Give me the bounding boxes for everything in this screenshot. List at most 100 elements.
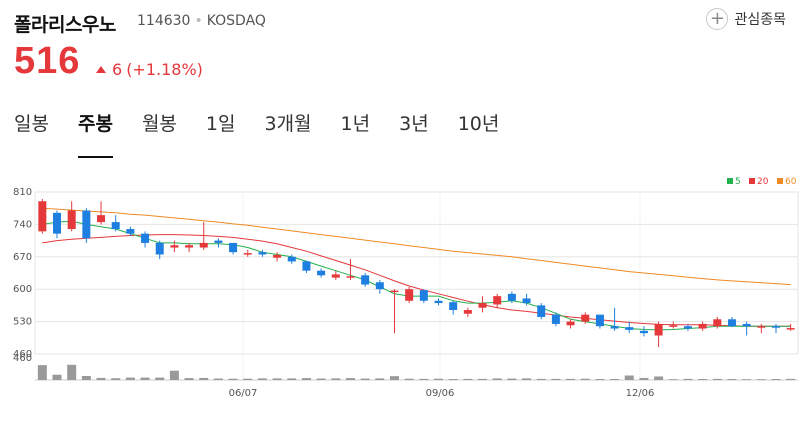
candle-down [537, 305, 546, 317]
volume-bar [712, 378, 722, 380]
stock-name: 폴라리스우노 [14, 14, 116, 36]
volume-bar [375, 378, 385, 380]
stock-code: 114630 [137, 13, 191, 29]
tab-day[interactable]: 일봉 [14, 113, 49, 135]
legend-swatch [749, 178, 755, 184]
candle-down [214, 240, 223, 243]
volume-bar [434, 378, 444, 380]
change-amount: 6 [112, 60, 123, 79]
plus-icon: + [706, 8, 729, 30]
price-change: 6 (+1.18%) [96, 60, 203, 79]
current-price: 516 [14, 40, 81, 82]
candle-up [243, 253, 252, 255]
candle-up [67, 210, 76, 230]
candle-up [331, 274, 340, 278]
candle-down [727, 319, 736, 327]
candle-up [405, 289, 414, 301]
tab-1year[interactable]: 1년 [340, 113, 371, 135]
volume-bar [184, 378, 194, 380]
volume-bar [199, 377, 209, 380]
volume-bar [404, 378, 414, 380]
y-tick-label: 670 [13, 252, 32, 263]
volume-bar [566, 378, 576, 380]
volume-bar [345, 378, 355, 380]
candle-down [610, 326, 619, 329]
candle-down [522, 298, 531, 304]
candle-down [771, 326, 780, 328]
candle-up [581, 314, 590, 322]
candle-up [493, 296, 502, 305]
volume-bar [37, 365, 47, 380]
volume-bar [551, 378, 561, 380]
tab-3years[interactable]: 3년 [399, 113, 429, 135]
volume-bar [96, 377, 106, 380]
candle-down [683, 326, 692, 329]
volume-bar [610, 379, 620, 380]
candle-down [155, 242, 164, 255]
legend-swatch [777, 178, 783, 184]
y-tick-label: 530 [13, 317, 32, 328]
candle-down [375, 282, 384, 290]
favorite-label: 관심종목 [734, 12, 786, 28]
candle-down [595, 314, 604, 327]
volume-bar [786, 378, 796, 380]
candle-up [390, 290, 399, 293]
tab-1day[interactable]: 1일 [205, 113, 236, 135]
candle-down [111, 222, 120, 230]
volume-bar [668, 379, 678, 380]
candle-up [273, 254, 282, 258]
change-percent: (+1.18%) [126, 60, 203, 79]
candle-up [757, 326, 766, 328]
legend-label: 20 [757, 177, 769, 187]
volume-bar [67, 364, 77, 380]
candle-up [669, 325, 678, 327]
chart-svg[interactable]: 810 740 670 600 530 460 06/07 09/06 12/06 460 5 20 6… [0, 170, 800, 428]
volume-bar [419, 378, 429, 380]
volume-bar [727, 379, 737, 380]
volume-bar [287, 378, 297, 380]
y-tick-label: 740 [13, 219, 32, 230]
candle-up [698, 323, 707, 329]
volume-bar [492, 378, 502, 380]
volume-bar [595, 379, 605, 380]
stock-market: KOSDAQ [206, 13, 266, 29]
volume-bar [580, 378, 590, 380]
tab-month[interactable]: 월봉 [141, 113, 177, 135]
candle-down [419, 290, 428, 301]
ma5-line [42, 220, 791, 331]
volume-bar [389, 376, 399, 380]
volume-bar [272, 378, 282, 380]
volume-bar [463, 378, 473, 380]
candle-up [654, 323, 663, 336]
favorite-button[interactable]: + 관심종목 [706, 8, 786, 30]
volume-bar [536, 378, 546, 380]
volume-bar [522, 378, 532, 380]
legend-label: 5 [735, 177, 741, 187]
tab-3months[interactable]: 3개월 [264, 113, 312, 135]
volume-bar [228, 378, 238, 380]
volume-bar [360, 378, 370, 380]
price-row: 516 6 (+1.18%) [14, 40, 414, 86]
volume-bar [771, 379, 781, 380]
candle-down [302, 261, 311, 271]
candle-down [507, 293, 516, 301]
candle-down [551, 314, 560, 324]
period-tabs: 일봉 주봉 월봉 1일 3개월 1년 3년 10년 [14, 110, 528, 158]
volume-bar [331, 378, 341, 380]
candle-up [199, 242, 208, 248]
tab-10years[interactable]: 10년 [457, 113, 500, 135]
y-tick-label: 600 [13, 284, 32, 295]
volume-bar [683, 378, 693, 380]
price-chart[interactable]: 810 740 670 600 530 460 06/07 09/06 12/06 460 5 20 6… [0, 170, 800, 428]
candle-up [185, 245, 194, 248]
candle-up [97, 215, 106, 223]
plot-frame [34, 191, 799, 355]
candle-down [639, 330, 648, 334]
tab-week[interactable]: 주봉 [77, 110, 113, 158]
volume-bar [301, 378, 311, 380]
y-tick-label: 810 [13, 187, 32, 198]
legend-label: 60 [785, 177, 797, 187]
candle-up [38, 201, 47, 232]
volume-bar [756, 379, 766, 380]
volume-bar [507, 378, 517, 380]
